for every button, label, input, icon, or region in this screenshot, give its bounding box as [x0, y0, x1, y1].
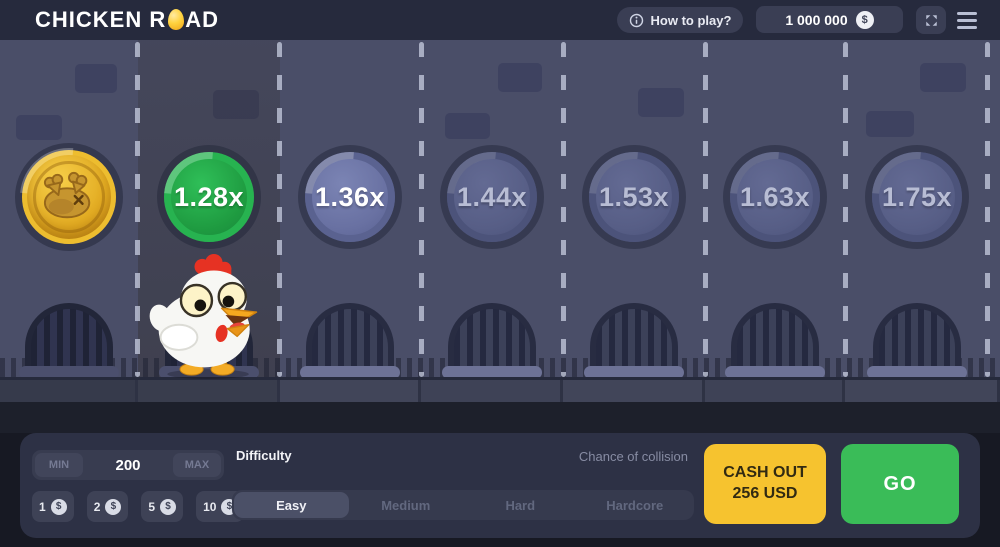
multiplier-coin: 1.36x — [305, 152, 395, 242]
dollar-icon: $ — [50, 498, 67, 515]
how-to-play-button[interactable]: How to play? — [617, 7, 743, 33]
sewer-grate — [873, 303, 961, 377]
multiplier-coin: 1.44x — [447, 152, 537, 242]
top-bar: CHICKEN R AD How to play? 1 000 000 $ — [0, 0, 1000, 40]
dollar-icon: $ — [855, 10, 874, 29]
logo-text-left: CHICKEN R — [35, 7, 167, 32]
egg-icon — [168, 8, 185, 30]
cash-out-button[interactable]: CASH OUT 256 USD — [704, 444, 826, 524]
multiplier-coin: 1.75x — [872, 152, 962, 242]
fullscreen-icon — [925, 14, 937, 26]
cash-out-line2: 256 USD — [732, 485, 798, 502]
game-road: 1.28x 1.36x 1.44x 1.53x 1.63x 1.75x — [0, 40, 1000, 402]
multiplier-label: 1.53x — [598, 181, 670, 212]
road-patch — [445, 113, 490, 139]
menu-icon — [957, 12, 977, 15]
road-patch — [638, 88, 684, 117]
multiplier-coin: 1.53x — [589, 152, 679, 242]
balance-display: 1 000 000 $ — [756, 6, 903, 33]
grate-base — [300, 366, 400, 379]
dollar-icon: $ — [160, 498, 177, 515]
sewer-grate — [448, 303, 536, 377]
road-curb — [0, 377, 1000, 402]
lane-divider — [419, 42, 424, 377]
multiplier-coin: 1.28x — [164, 152, 254, 242]
difficulty-tabs: Easy Medium Hard Hardcore — [232, 490, 694, 520]
bet-amount-box: MIN 200 MAX — [32, 450, 224, 480]
chicken-character — [149, 254, 258, 379]
info-icon — [629, 13, 643, 27]
sewer-grate — [731, 303, 819, 377]
lane-divider — [843, 42, 848, 377]
chance-of-collision-label: Chance of collision — [578, 449, 688, 464]
control-panel: MIN 200 MAX 1 $ 2 $ 5 $ 10 $ Difficulty … — [20, 433, 980, 538]
bet-amount-value[interactable]: 200 — [115, 456, 141, 474]
tab-hardcore[interactable]: Hardcore — [606, 497, 664, 513]
quick-bet-1-button[interactable]: 1 $ — [32, 491, 74, 522]
difficulty-label: Difficulty — [236, 448, 292, 463]
grate-base — [867, 366, 967, 379]
logo-text-right: AD — [185, 7, 220, 32]
grate-base — [442, 366, 542, 379]
tab-easy[interactable]: Easy — [234, 492, 349, 518]
quick-bet-2-button[interactable]: 2 $ — [86, 491, 129, 522]
multiplier-label: 1.36x — [314, 181, 386, 212]
road-patch — [920, 63, 966, 92]
road-patch — [213, 90, 259, 119]
go-label: GO — [883, 472, 917, 495]
multiplier-label: 1.44x — [456, 181, 528, 212]
quick-bet-row: 1 $ 2 $ 5 $ 10 $ — [32, 491, 245, 522]
roast-chicken-icon — [43, 171, 91, 219]
grate-base — [19, 366, 119, 379]
fullscreen-button[interactable] — [916, 6, 946, 34]
road-patch — [866, 111, 914, 137]
dollar-icon: $ — [105, 498, 122, 515]
cash-out-line1: CASH OUT — [723, 464, 807, 482]
bet-max-button[interactable]: MAX — [173, 453, 221, 477]
sewer-grate — [590, 303, 678, 377]
multiplier-coin: 1.63x — [730, 152, 820, 242]
lane-divider — [561, 42, 566, 377]
collected-gold-coin — [22, 150, 116, 244]
tab-medium[interactable]: Medium — [381, 497, 431, 513]
multiplier-label: 1.75x — [881, 181, 953, 212]
sewer-grate — [25, 303, 113, 377]
multiplier-label: 1.28x — [173, 181, 245, 212]
go-button[interactable]: GO — [841, 444, 959, 524]
lane-divider — [985, 42, 990, 377]
sewer-grate — [306, 303, 394, 377]
road-patch — [498, 63, 542, 92]
tab-hard[interactable]: Hard — [505, 497, 536, 513]
app-logo: CHICKEN R AD — [35, 0, 219, 40]
balance-value: 1 000 000 — [785, 11, 848, 28]
road-patch — [75, 64, 117, 93]
menu-button[interactable] — [957, 12, 977, 29]
lane-divider — [135, 42, 140, 377]
lane-divider — [277, 42, 282, 377]
grate-base — [725, 366, 825, 379]
quick-bet-5-button[interactable]: 5 $ — [141, 491, 184, 522]
bet-min-button[interactable]: MIN — [35, 453, 83, 477]
multiplier-label: 1.63x — [739, 181, 811, 212]
road-patch — [16, 115, 62, 140]
grate-base — [584, 366, 684, 379]
how-to-play-label: How to play? — [650, 12, 732, 28]
asphalt-strip — [0, 402, 1000, 433]
lane-divider — [703, 42, 708, 377]
